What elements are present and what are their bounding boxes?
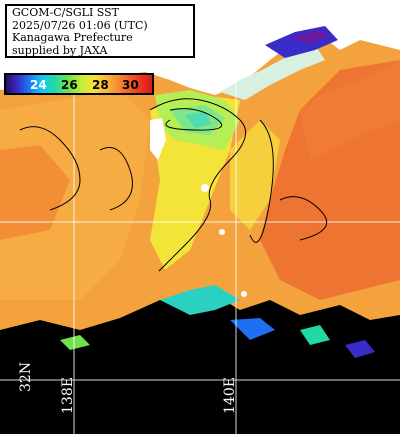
colorbar-label-30: 30: [122, 78, 139, 92]
longitude-label-right: 140E: [222, 377, 238, 414]
longitude-label-left: 138E: [60, 377, 76, 414]
colorbar-label-24: 24: [30, 78, 47, 92]
title-line-datetime: 2025/07/26 01:06 (UTC): [12, 18, 148, 32]
island: [219, 229, 225, 235]
colorbar-label-28: 28: [92, 78, 109, 92]
cloud-mask: [0, 295, 400, 434]
colorbar-label-26: 26: [61, 78, 78, 92]
colorbar: 24 26 28 30: [4, 73, 154, 95]
title-line-credit: supplied by JAXA: [12, 43, 108, 57]
title-box: GCOM-C/SGLI SST 2025/07/26 01:06 (UTC) K…: [5, 4, 195, 58]
title-line-sensor: GCOM-C/SGLI SST: [12, 6, 120, 19]
izu-peninsula: [150, 118, 166, 160]
sst-contours: [19, 98, 328, 272]
island: [241, 291, 247, 297]
title-line-region: Kanagawa Prefecture: [12, 31, 133, 44]
latitude-label: 32N: [18, 361, 34, 392]
island: [201, 184, 209, 192]
